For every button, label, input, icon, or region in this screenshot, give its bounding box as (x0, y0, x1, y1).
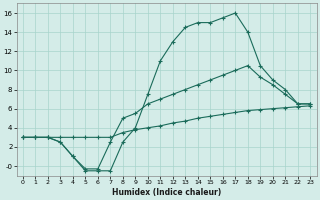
X-axis label: Humidex (Indice chaleur): Humidex (Indice chaleur) (112, 188, 221, 197)
